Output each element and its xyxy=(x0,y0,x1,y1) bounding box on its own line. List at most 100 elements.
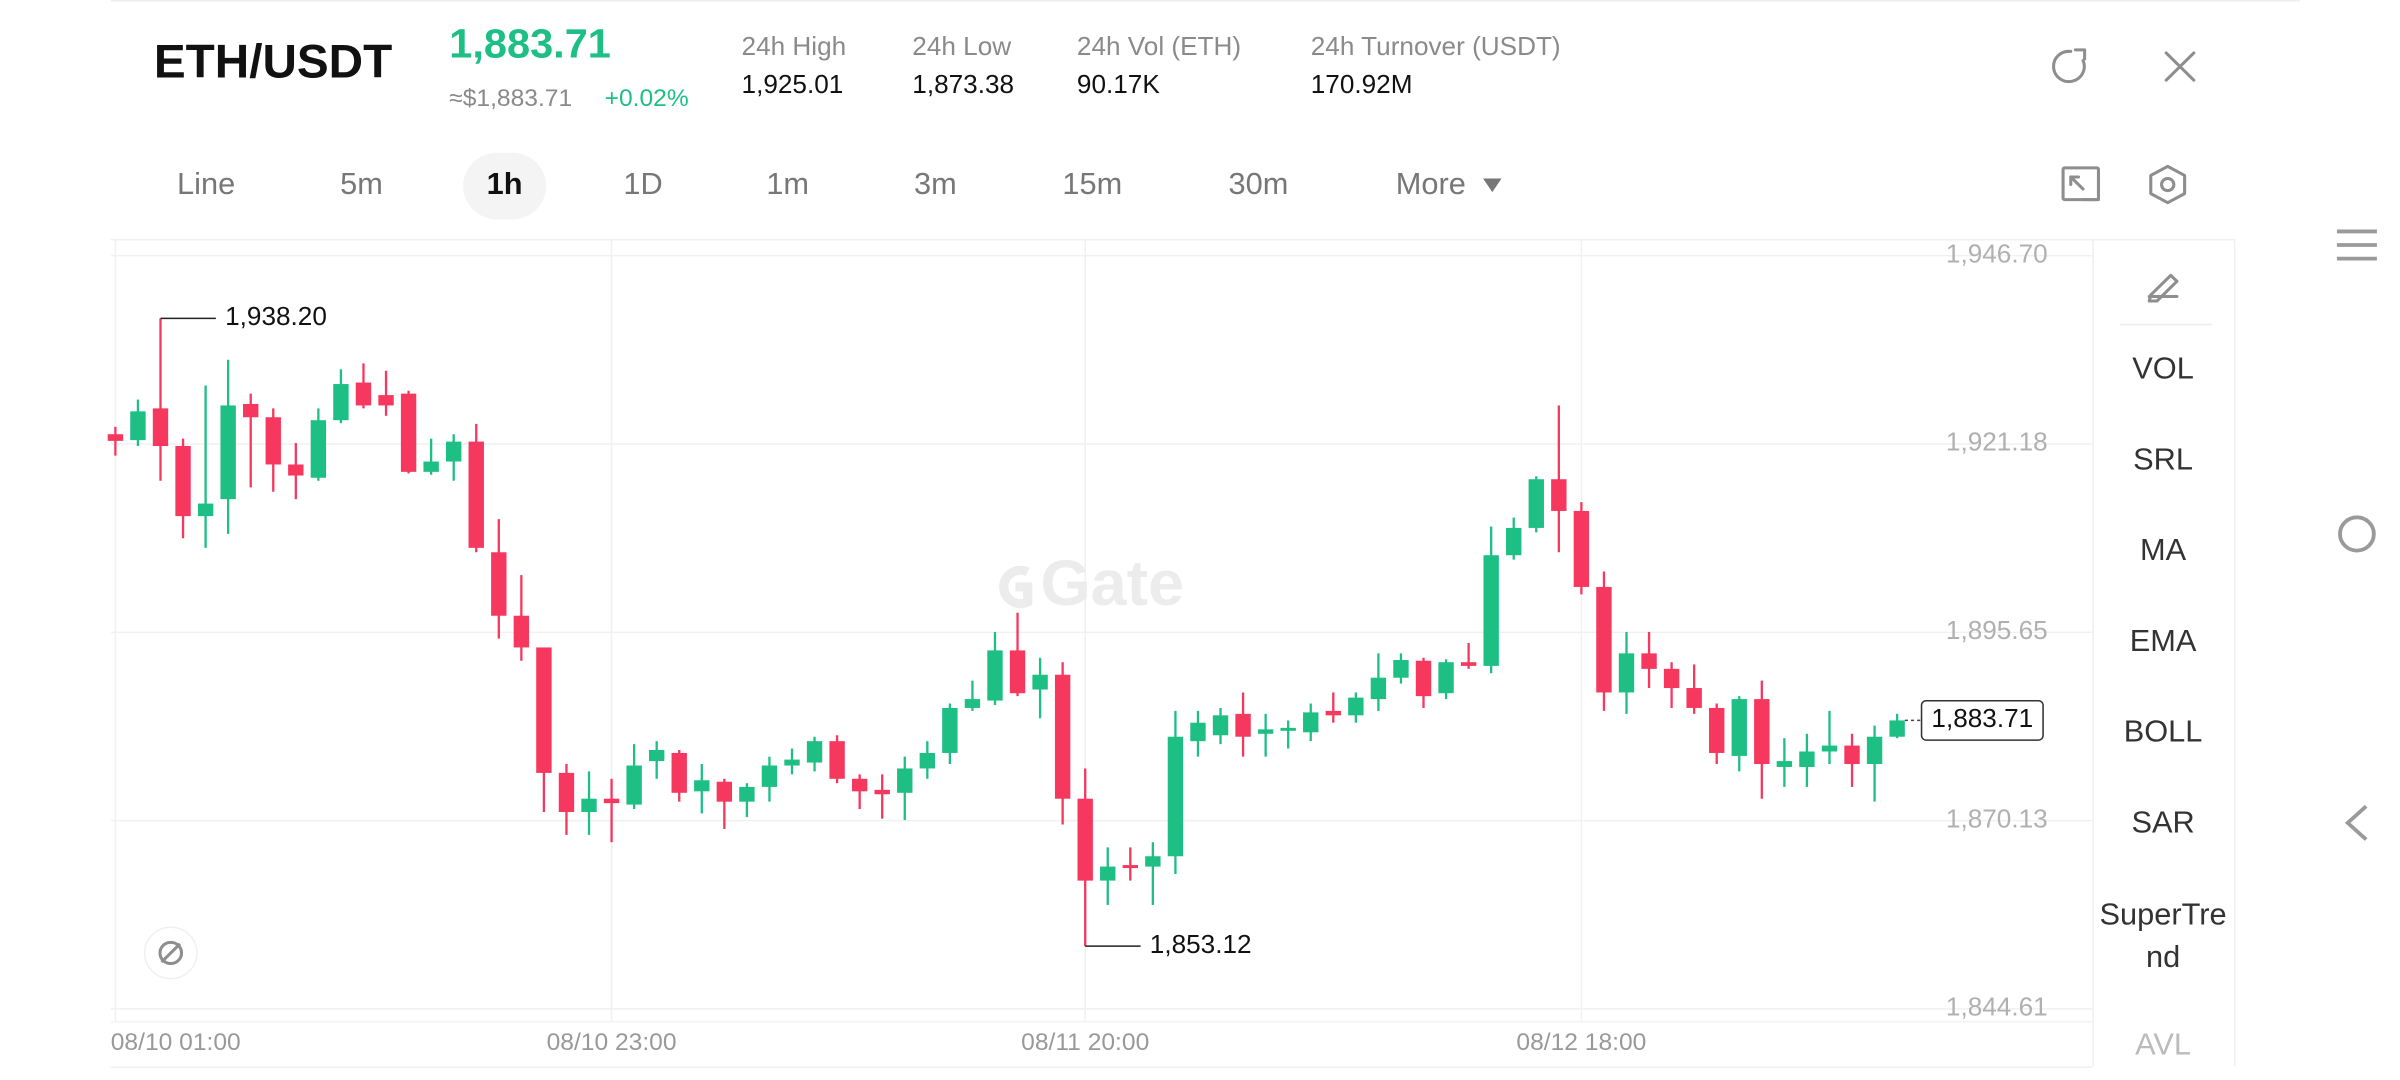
candle-body xyxy=(1235,713,1251,737)
indicator[interactable]: SuperTre nd xyxy=(2100,898,2227,974)
indicator[interactable]: VOL xyxy=(2132,352,2194,386)
tab-label: 30m xyxy=(1229,167,1289,201)
candle xyxy=(175,438,191,539)
home-button[interactable] xyxy=(2338,515,2376,553)
tab[interactable]: 15m xyxy=(1062,167,1122,201)
candle-body xyxy=(987,650,1003,701)
candle xyxy=(1235,692,1251,757)
tab[interactable]: Line xyxy=(177,167,235,201)
price-usd: ≈$1,883.71 xyxy=(449,85,572,112)
candle xyxy=(333,369,349,424)
candle-body xyxy=(220,405,236,500)
candle-body xyxy=(1122,865,1138,869)
settings-button[interactable] xyxy=(2149,164,2187,205)
candle xyxy=(919,741,936,779)
candle-body xyxy=(1663,668,1680,689)
candles: 1,938.20 1,853.12 1,883.71 xyxy=(107,303,2044,959)
dropdown-caret xyxy=(1483,178,1502,193)
system-nav xyxy=(2336,229,2377,841)
close-button[interactable] xyxy=(2164,51,2196,82)
x-tick-label: 08/10 23:00 xyxy=(547,1029,677,1056)
indicator[interactable]: BOLL xyxy=(2124,715,2203,749)
candle xyxy=(1483,526,1499,674)
chart-toggle-button[interactable] xyxy=(143,926,198,980)
candle xyxy=(1776,738,1793,787)
candle xyxy=(288,443,304,500)
candle-body xyxy=(1393,659,1409,678)
candle xyxy=(1618,631,1635,714)
candle-body xyxy=(964,699,981,708)
indicator[interactable]: AVL xyxy=(2135,1028,2191,1062)
candle xyxy=(1799,733,1815,787)
refresh-button[interactable] xyxy=(2052,48,2087,84)
indicator[interactable]: EMA xyxy=(2130,624,2197,658)
candle-body xyxy=(1190,722,1206,742)
y-tick-label: 1,844.61 xyxy=(1946,994,2048,1022)
indicator[interactable]: SRL xyxy=(2133,443,2193,477)
candle xyxy=(1054,662,1071,825)
candle-body xyxy=(1641,653,1657,669)
candle xyxy=(1596,571,1612,711)
candle xyxy=(897,756,913,821)
timeframe-tabs: Line 5m 1h 1D 1m 3m 15m 30m More xyxy=(177,152,1502,220)
candle xyxy=(1100,847,1116,905)
stat-label: 24h Low xyxy=(912,33,1011,61)
candle xyxy=(1528,476,1544,533)
candle xyxy=(1844,733,1860,787)
candle-body xyxy=(1799,751,1815,767)
tab[interactable]: 3m xyxy=(914,167,957,201)
candle-body xyxy=(1573,510,1590,587)
y-tick-label: 1,870.13 xyxy=(1946,806,2048,834)
candle-body xyxy=(784,759,800,766)
stat-value: 90.17K xyxy=(1077,71,1160,99)
x-tick-label: 08/10 01:00 xyxy=(111,1029,241,1056)
candle-body xyxy=(1415,660,1432,697)
tab[interactable]: 30m xyxy=(1229,167,1289,201)
candle xyxy=(1754,680,1770,799)
candle-body xyxy=(1077,798,1093,881)
candle-body xyxy=(1100,866,1116,881)
candle-body xyxy=(626,765,642,805)
tab[interactable]: 1m xyxy=(766,167,809,201)
stat-label: 24h Turnover (USDT) xyxy=(1311,33,1561,61)
tab[interactable]: 5m xyxy=(340,167,383,201)
candle-body xyxy=(1303,712,1319,733)
candle xyxy=(536,647,552,812)
candle xyxy=(468,423,484,553)
stat-label: 24h Vol (ETH) xyxy=(1077,33,1241,61)
candle xyxy=(964,680,981,711)
menu-button[interactable] xyxy=(2336,229,2377,261)
candle xyxy=(761,756,778,802)
candle-body xyxy=(829,741,845,779)
candle-body xyxy=(1054,674,1071,799)
candle xyxy=(1167,710,1184,874)
candle-body xyxy=(919,752,936,769)
indicator[interactable]: MA xyxy=(2140,533,2187,567)
candle xyxy=(1506,517,1522,560)
y-tick-label: 1,895.65 xyxy=(1946,617,2048,645)
candle-body xyxy=(1686,688,1702,708)
back-button[interactable] xyxy=(2344,804,2368,841)
change: +0.02% xyxy=(605,85,689,112)
draw-tool-button[interactable] xyxy=(2147,273,2179,303)
last-price-box xyxy=(1920,700,2044,741)
candle xyxy=(513,575,530,661)
candle xyxy=(716,778,733,829)
candle xyxy=(197,385,214,548)
candle xyxy=(130,399,146,447)
indicator[interactable]: SAR xyxy=(2131,806,2194,840)
candle-body xyxy=(761,765,778,787)
tab[interactable]: 1D xyxy=(623,167,662,201)
candle xyxy=(355,363,372,409)
candle-body xyxy=(1731,699,1747,756)
candle xyxy=(1280,720,1296,749)
candle-body xyxy=(1212,715,1229,736)
header: ETH/USDT 1,883.71 ≈$1,883.71 +0.02% 24h … xyxy=(154,21,2196,112)
candle-body xyxy=(1370,677,1387,700)
x-tick-label: 08/11 20:00 xyxy=(1021,1029,1149,1056)
stat-value: 1,873.38 xyxy=(912,71,1014,99)
tab[interactable]: 1h xyxy=(463,152,547,220)
tab[interactable]: More xyxy=(1396,167,1502,201)
candle xyxy=(1325,692,1341,723)
fullscreen-button[interactable] xyxy=(2061,166,2100,202)
